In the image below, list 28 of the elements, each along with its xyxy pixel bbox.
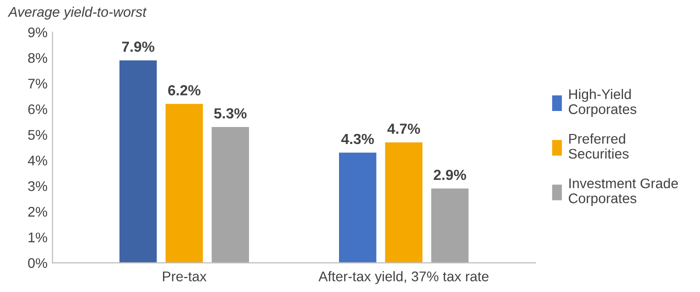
legend-label: Preferred Securities [568,134,629,159]
bar [212,126,249,263]
data-label: 4.7% [387,124,420,134]
bar [119,60,157,263]
y-tick-label: 9% [28,27,48,38]
y-tick-label: 5% [28,130,48,140]
y-tick-label: 4% [28,156,48,166]
bar [431,188,469,263]
y-tick-label: 1% [28,232,48,242]
bar [385,142,422,263]
data-label: 5.3% [214,108,247,119]
x-tick-label: Pre-tax [162,272,206,282]
data-label: 2.9% [434,170,466,180]
legend-label: High-Yield Corporates [568,88,636,117]
legend-label: Investment Grade Corporates [568,178,678,206]
bar [339,152,376,263]
data-label: 6.2% [168,85,200,96]
y-tick-label: 3% [28,181,48,192]
y-tick-label: 7% [28,78,48,88]
y-tick-label: 6% [28,104,48,114]
y-tick-label: 0% [28,258,48,268]
chart-title: Average yield-to-worst [8,6,147,20]
data-label: 4.3% [341,134,374,144]
y-tick-label: 8% [28,53,48,63]
data-label: 7.9% [122,42,154,52]
bar [166,104,203,263]
y-tick-label: 2% [28,206,48,217]
x-tick-label: After-tax yield, 37% tax rate [318,271,488,284]
